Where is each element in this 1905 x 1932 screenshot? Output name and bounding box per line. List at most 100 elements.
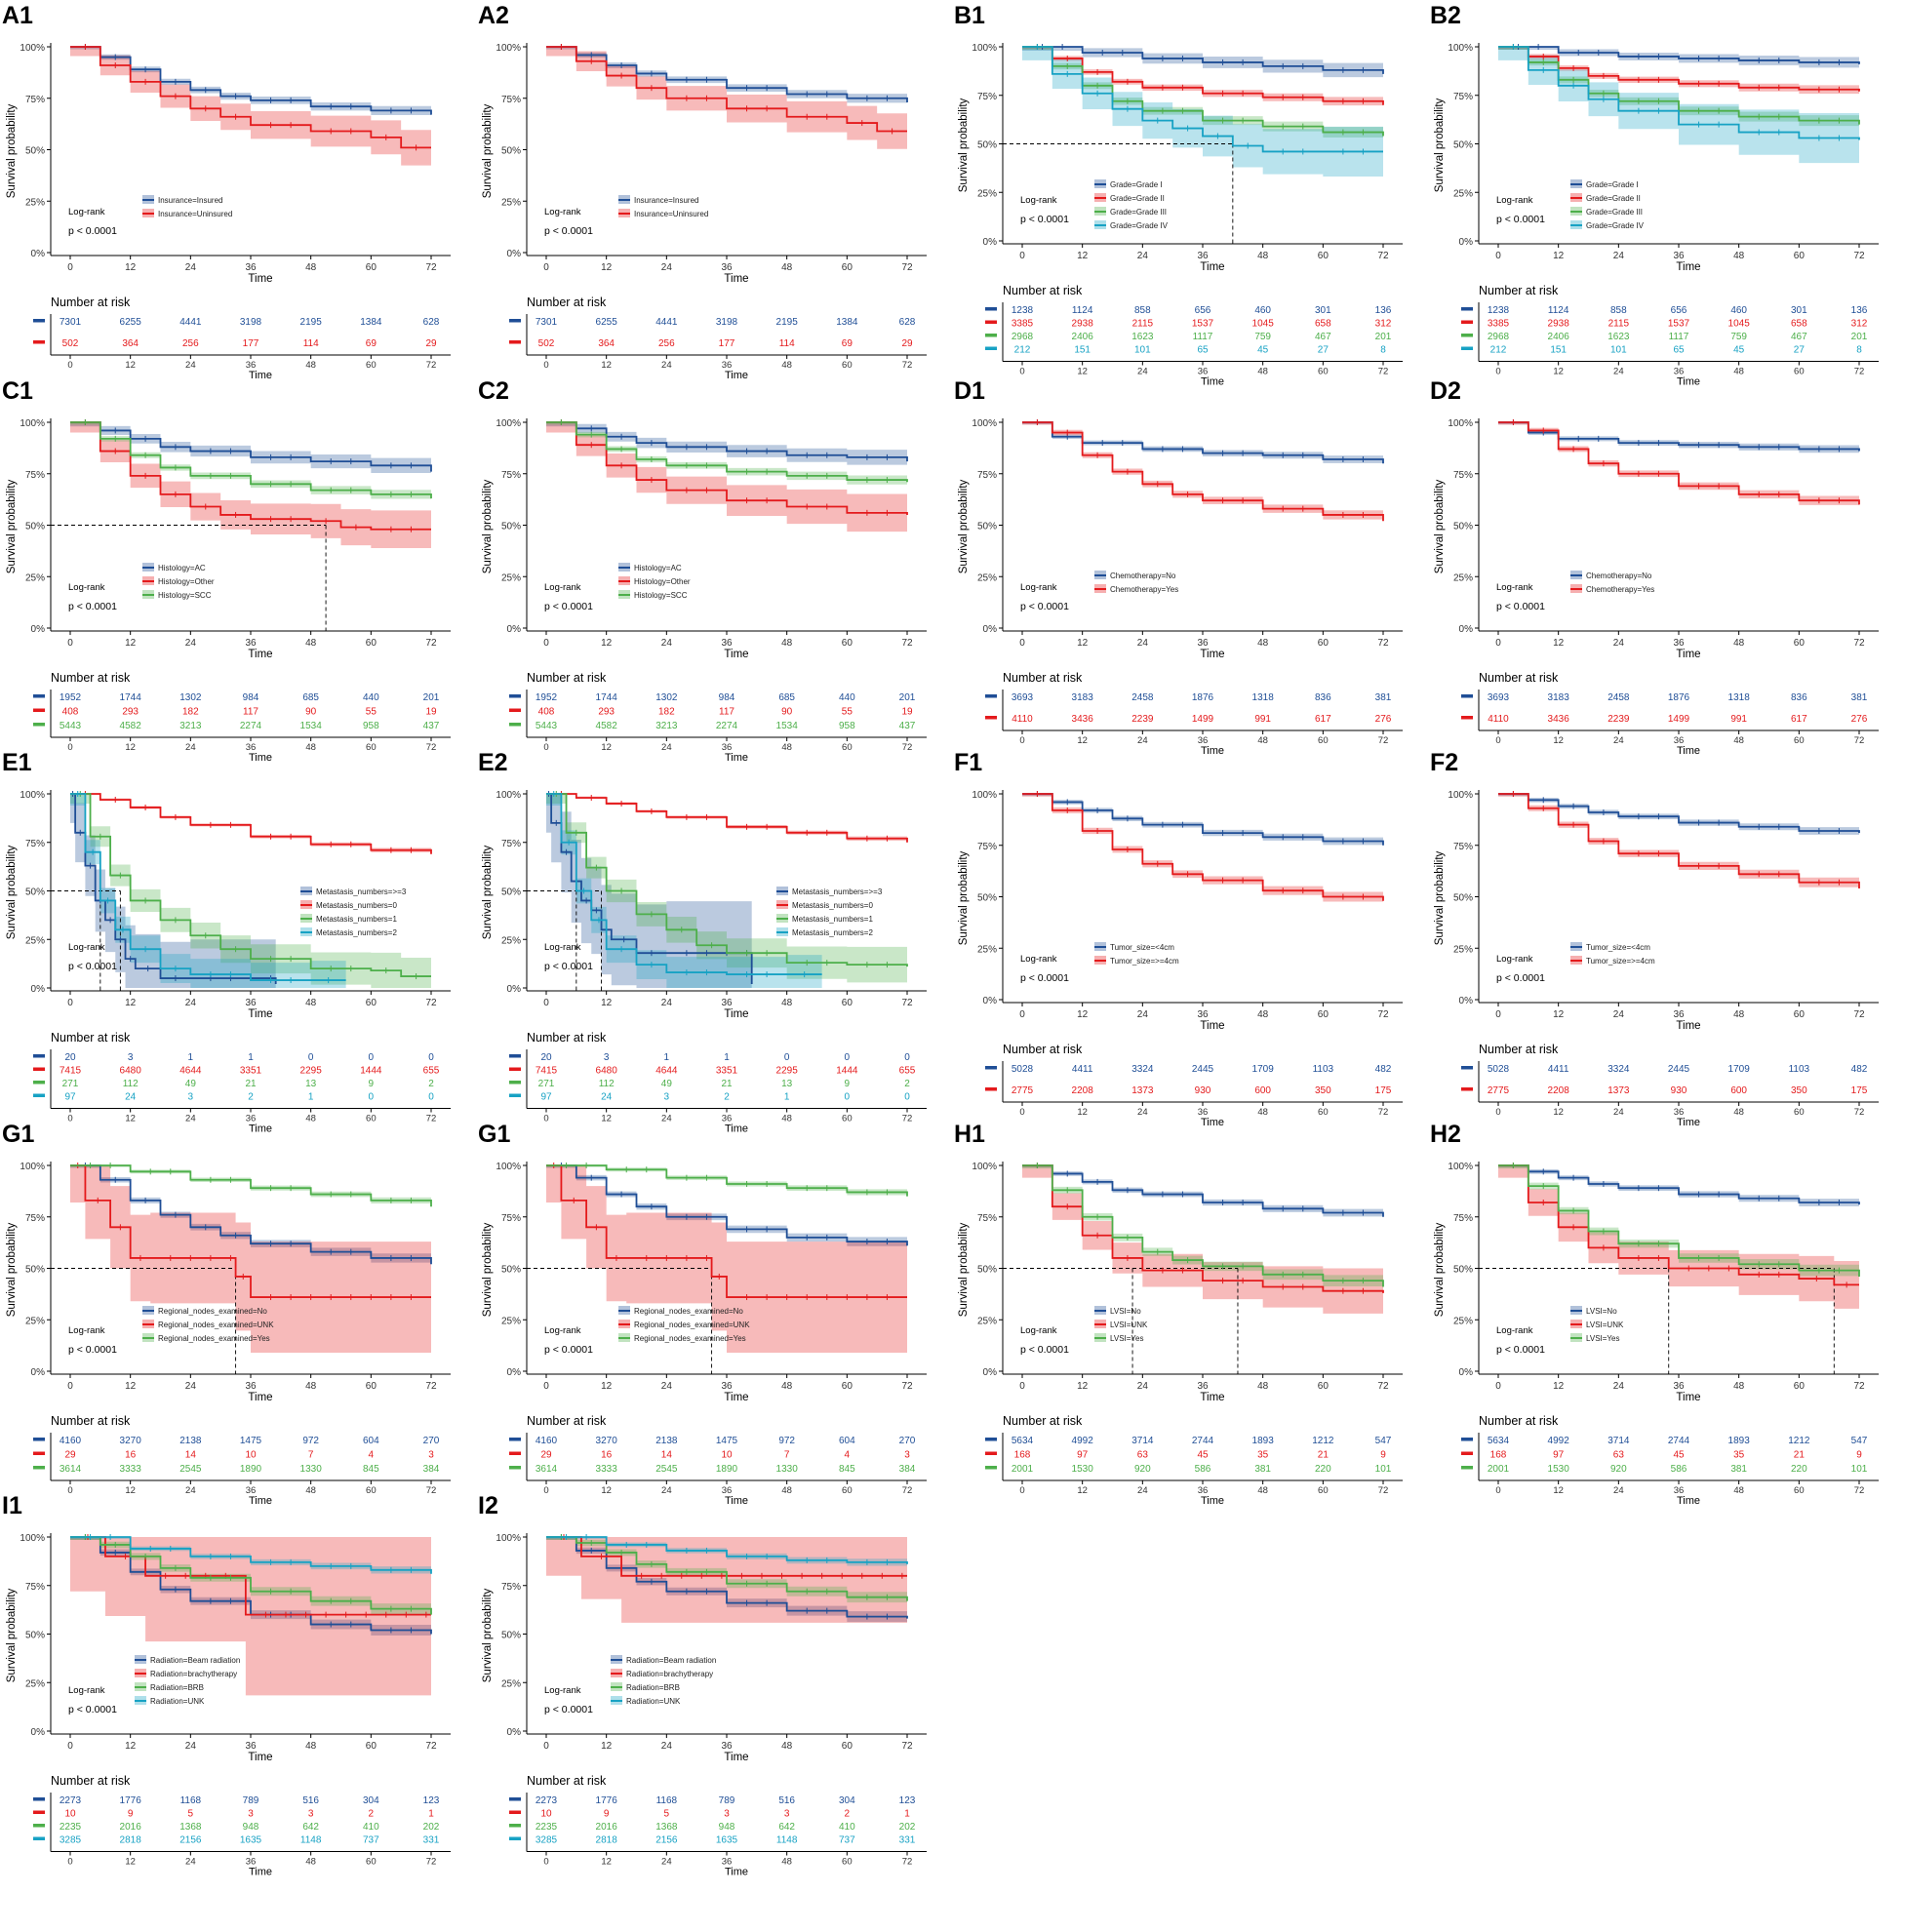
risk-count: 381	[1851, 692, 1868, 703]
y-tick-label: 75%	[501, 1582, 521, 1593]
panel-label: G1	[478, 1121, 510, 1148]
risk-count: 1530	[1548, 1464, 1570, 1475]
risk-count: 5028	[1488, 1064, 1510, 1075]
y-tick-label: 100%	[972, 43, 997, 54]
risk-count: 2818	[120, 1835, 142, 1846]
legend-entry: Metastasis_numbers=1	[316, 915, 397, 924]
x-tick-label: 72	[1377, 251, 1389, 261]
x-tick-label: 60	[842, 262, 853, 273]
survival-curve	[70, 1536, 432, 1635]
x-tick-label: 60	[1318, 1381, 1330, 1392]
risk-count: 301	[1791, 305, 1807, 316]
risk-x-tick-label: 0	[1019, 1485, 1024, 1496]
x-tick-label: 12	[1553, 1381, 1565, 1392]
risk-count: 2445	[1668, 1064, 1690, 1075]
risk-row-marker	[33, 1438, 45, 1441]
risk-x-tick-label: 12	[125, 1485, 136, 1496]
risk-count: 21	[1794, 1450, 1806, 1461]
panel-label: D1	[954, 377, 985, 405]
risk-row-marker	[985, 1466, 997, 1470]
risk-count: 3	[188, 1092, 194, 1103]
y-axis-title: Survival probability	[482, 845, 494, 939]
x-tick-label: 24	[1613, 638, 1625, 649]
y-tick-label: 0%	[983, 237, 998, 248]
risk-table-title: Number at risk	[527, 1414, 607, 1428]
survival-curve	[546, 793, 908, 843]
y-tick-label: 50%	[977, 893, 997, 904]
p-value: p < 0.0001	[1496, 972, 1545, 984]
risk-row-marker	[509, 1836, 521, 1840]
risk-count: 16	[601, 1450, 613, 1461]
x-tick-label: 48	[781, 1381, 793, 1392]
p-value: p < 0.0001	[1496, 601, 1545, 612]
y-tick-label: 25%	[977, 572, 997, 583]
y-tick-label: 50%	[25, 1631, 45, 1641]
risk-count: 2156	[655, 1835, 678, 1846]
risk-count: 331	[899, 1835, 916, 1846]
x-tick-label: 24	[661, 1381, 673, 1392]
risk-x-tick-label: 48	[1733, 1107, 1744, 1118]
risk-count: 55	[366, 707, 377, 718]
risk-count: 3436	[1072, 714, 1094, 725]
legend-entry: Grade=Grade I	[1586, 180, 1639, 189]
x-tick-label: 48	[1733, 251, 1745, 261]
y-tick-label: 100%	[972, 790, 997, 801]
y-tick-label: 25%	[25, 572, 45, 583]
y-tick-label: 25%	[1453, 188, 1473, 199]
p-value: p < 0.0001	[68, 601, 117, 612]
risk-count: 3324	[1607, 1064, 1630, 1075]
risk-count: 4	[369, 1450, 375, 1461]
y-tick-label: 25%	[25, 1678, 45, 1689]
legend-entry: Histology=SCC	[158, 591, 212, 600]
x-tick-label: 72	[1377, 638, 1389, 649]
risk-count: 2295	[300, 1066, 323, 1077]
risk-x-tick-label: 24	[185, 1114, 196, 1124]
risk-x-axis-title: Time	[725, 370, 748, 381]
survival-curve	[70, 421, 432, 499]
y-tick-label: 50%	[25, 1265, 45, 1276]
x-tick-label: 0	[1019, 1009, 1025, 1020]
risk-row-marker	[1461, 346, 1473, 350]
x-tick-label: 60	[1794, 638, 1806, 649]
risk-count: 3	[428, 1450, 434, 1461]
logrank-label: Log-rank	[1020, 1325, 1057, 1336]
risk-x-tick-label: 60	[1318, 367, 1329, 377]
risk-count: 1	[784, 1092, 790, 1103]
risk-count: 604	[839, 1436, 855, 1446]
risk-count: 8	[1856, 345, 1862, 356]
risk-x-tick-label: 48	[781, 1485, 792, 1496]
risk-x-tick-label: 48	[781, 1857, 792, 1868]
risk-count: 836	[1791, 692, 1807, 703]
risk-row-marker	[1461, 1066, 1473, 1070]
risk-count: 364	[122, 338, 139, 349]
risk-row-marker	[509, 1451, 521, 1455]
risk-row-marker	[509, 1067, 521, 1071]
x-tick-label: 12	[1553, 1009, 1565, 1020]
risk-x-axis-title: Time	[249, 1124, 272, 1135]
y-tick-label: 75%	[1453, 842, 1473, 852]
panel-label: A2	[478, 2, 509, 29]
risk-count: 63	[1137, 1450, 1149, 1461]
risk-count: 437	[423, 721, 440, 731]
legend-entry: Grade=Grade III	[1110, 208, 1167, 217]
risk-count: 460	[1730, 305, 1747, 316]
risk-count: 7301	[60, 317, 82, 328]
risk-count: 256	[658, 338, 675, 349]
risk-count: 1876	[1668, 692, 1690, 703]
risk-count: 845	[363, 1464, 379, 1475]
x-tick-label: 0	[543, 998, 549, 1008]
x-tick-label: 72	[1853, 1009, 1865, 1020]
panel-label: E2	[478, 749, 508, 776]
x-tick-label: 48	[1257, 1381, 1269, 1392]
risk-row-marker	[33, 1797, 45, 1801]
y-tick-label: 75%	[1453, 92, 1473, 102]
panel-A2: A2 0% 25% 50% 75% 100% 0 12 24 36 48 60 72 Time Surviv…	[478, 2, 927, 381]
panel-label: B2	[1430, 2, 1461, 29]
risk-count: 3270	[120, 1436, 142, 1446]
risk-count: 3213	[179, 721, 202, 731]
risk-x-tick-label: 60	[1318, 1485, 1329, 1496]
risk-count: 24	[125, 1092, 137, 1103]
y-tick-label: 100%	[20, 1162, 45, 1172]
logrank-label: Log-rank	[544, 1685, 581, 1696]
